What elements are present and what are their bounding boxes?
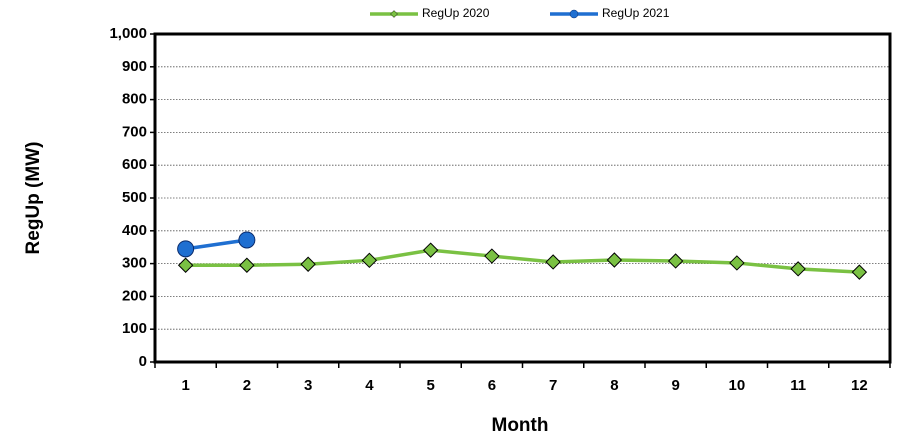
x-tick-label: 8 xyxy=(610,377,618,394)
x-tick-label: 4 xyxy=(365,377,374,394)
x-axis-title: Month xyxy=(492,415,549,436)
y-tick-label: 1,000 xyxy=(109,25,147,42)
point-marker xyxy=(422,242,439,258)
point-marker xyxy=(790,261,806,277)
point-marker xyxy=(238,231,256,249)
x-tick-label: 11 xyxy=(790,377,806,394)
y-tick-label: 300 xyxy=(122,255,147,272)
y-tick-label: 400 xyxy=(122,222,147,239)
point-marker xyxy=(851,264,868,280)
x-tick-label: 2 xyxy=(243,377,251,394)
y-tick-label: 0 xyxy=(139,353,147,370)
x-tick-label: 12 xyxy=(851,377,868,394)
y-tick-label: 200 xyxy=(122,287,147,304)
point-marker xyxy=(545,254,561,270)
y-axis-title: RegUp (MW) xyxy=(23,142,44,255)
point-marker xyxy=(729,255,745,271)
legend-label: RegUp 2020 xyxy=(422,6,490,20)
series-line xyxy=(185,248,860,274)
x-tick-label: 5 xyxy=(426,377,434,394)
x-tick-label: 1 xyxy=(181,377,189,394)
y-tick-label: 600 xyxy=(122,156,147,173)
series-line xyxy=(185,238,248,251)
point-marker xyxy=(667,253,684,269)
y-tick-label: 900 xyxy=(122,58,147,75)
legend-marker xyxy=(569,9,579,19)
point-marker xyxy=(606,252,623,268)
x-tick-label: 9 xyxy=(671,377,679,394)
x-tick-label: 3 xyxy=(304,377,312,394)
point-marker xyxy=(484,248,500,264)
y-tick-label: 700 xyxy=(122,123,147,140)
point-marker xyxy=(361,252,378,269)
x-tick-label: 6 xyxy=(488,377,496,394)
legend-label: RegUp 2021 xyxy=(602,6,670,20)
point-marker xyxy=(177,240,195,258)
point-marker xyxy=(177,257,194,273)
y-tick-label: 100 xyxy=(122,320,147,337)
point-marker xyxy=(300,256,316,272)
x-tick-label: 7 xyxy=(549,377,557,394)
legend-marker xyxy=(390,10,398,18)
y-tick-label: 800 xyxy=(122,91,147,108)
y-tick-label: 500 xyxy=(122,189,147,206)
x-tick-label: 10 xyxy=(729,377,746,394)
point-marker xyxy=(239,257,255,273)
